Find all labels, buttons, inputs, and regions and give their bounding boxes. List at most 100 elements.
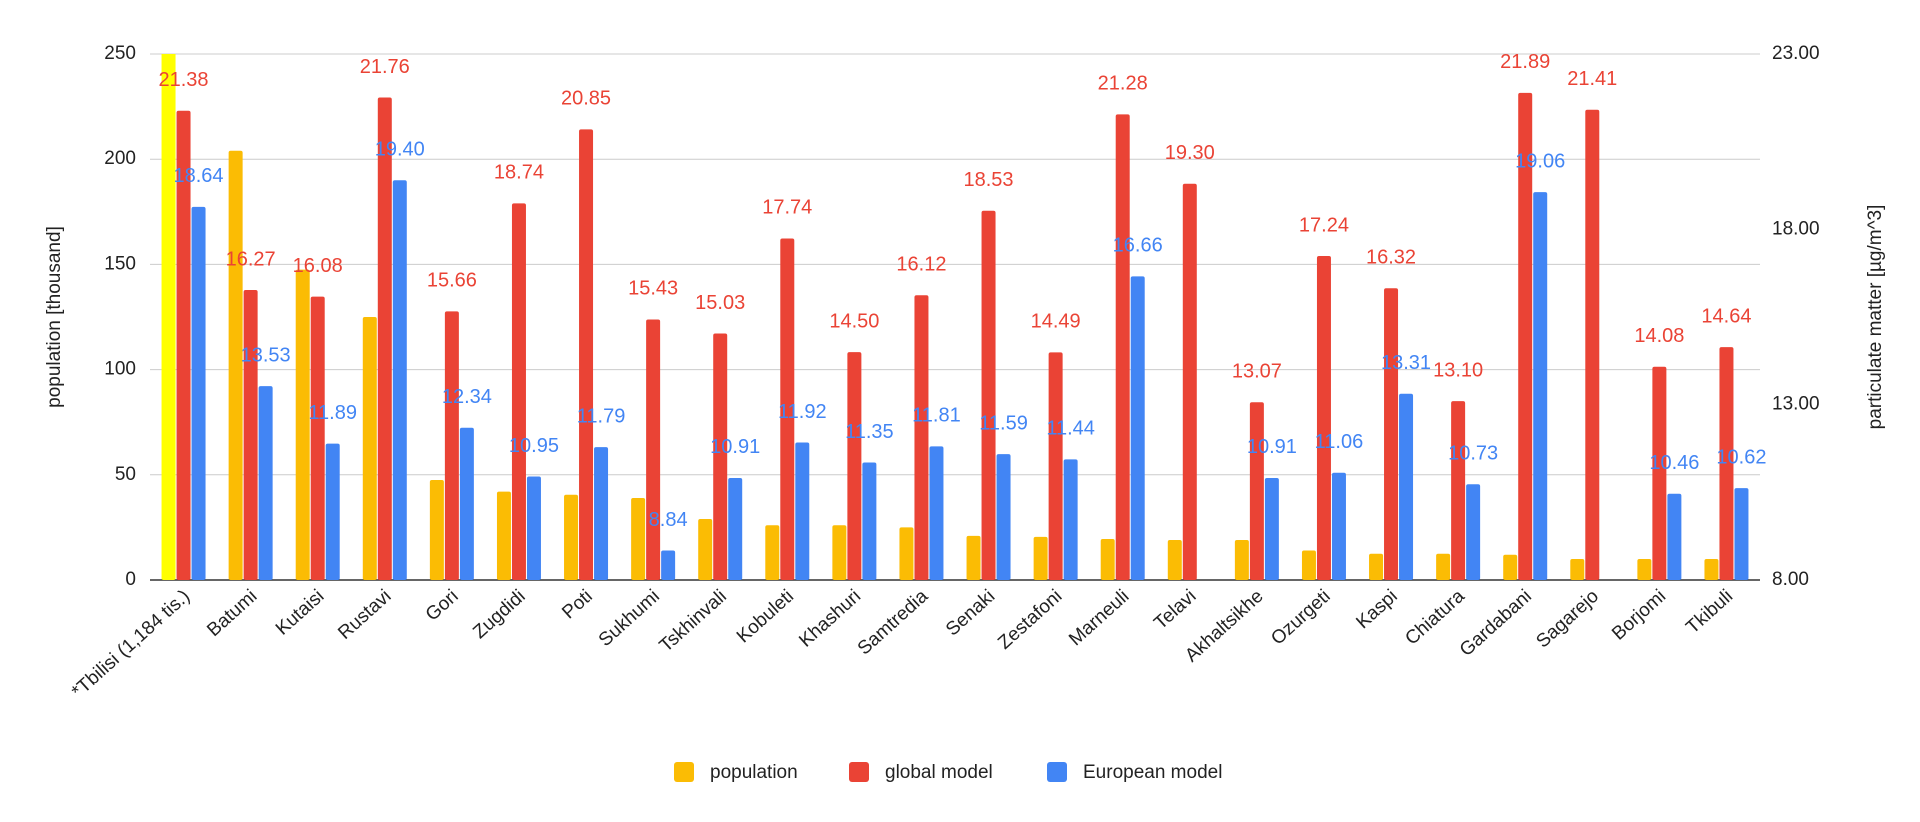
x-tick-label: Marneuli [1065,586,1133,650]
bar [392,180,407,580]
data-label: 15.43 [628,278,678,300]
data-label: 10.91 [710,436,760,458]
data-label: 13.53 [241,344,291,366]
x-tick-label: Rustavi [334,586,395,644]
data-label: 18.64 [174,165,224,187]
bar [1399,393,1414,580]
bar [1369,553,1384,580]
y-tick-label: 0 [125,569,136,590]
x-tick-label: Batumi [203,586,261,641]
bar [429,480,444,580]
bar [1331,472,1346,580]
data-label: 10.73 [1448,443,1498,465]
bar [713,333,728,580]
bar [1033,536,1048,580]
bar [1533,192,1548,580]
bar [1503,554,1518,580]
bar [899,527,914,580]
bar [780,238,795,580]
data-label: 10.46 [1649,452,1699,474]
data-label: 13.07 [1232,360,1282,382]
x-tick-label: Poti [558,586,596,624]
bar [832,525,847,580]
bar [966,535,981,580]
bar [1167,540,1182,580]
data-label: 16.66 [1113,235,1163,257]
data-label: 11.81 [912,405,961,427]
data-label: 17.24 [1299,214,1349,236]
bar [1652,366,1667,580]
data-label: 15.03 [695,292,745,314]
x-tick-label: Kutaisi [272,586,328,640]
bar [795,442,810,580]
bar [996,454,1011,580]
x-tick-label: Zestafoni [994,586,1066,654]
x-tick-label: Senaki [942,586,999,640]
x-tick-label: Gori [422,586,463,626]
x-tick-label: Gardabani [1456,586,1536,661]
data-label: 11.44 [1046,418,1095,440]
bar [444,311,459,580]
data-label: 8.84 [649,509,688,531]
x-tick-label: Kobuleti [733,586,798,648]
data-label: 11.59 [979,412,1028,434]
x-tick-label: Zugdidi [469,586,529,643]
bar [1436,553,1451,580]
x-tick-label: Samtredia [854,586,933,660]
legend-swatch [674,762,694,782]
bar [914,295,929,580]
data-label: 11.06 [1315,431,1364,453]
x-tick-label: Sagarejo [1532,586,1603,653]
legend-label: population [710,762,798,783]
x-tick-label: Kaspi [1352,586,1401,633]
bar [161,54,176,580]
bar [579,129,594,580]
bar [1719,347,1734,580]
bar [1130,276,1145,580]
y-tick-label: 50 [115,464,136,485]
bar [496,491,511,580]
bar [511,203,526,580]
bar [1182,183,1197,580]
bar [765,525,780,580]
x-tick-label: Ozurgeti [1267,586,1334,650]
plot-area [161,54,1749,580]
y-tick-label: 200 [104,148,136,169]
y2-tick-label: 23.00 [1772,43,1820,64]
bar [310,296,325,580]
data-label: 18.53 [964,169,1014,191]
x-tick-label: Sukhumi [595,586,664,651]
y-tick-label: 150 [104,253,136,274]
legend-label: European model [1083,762,1222,783]
y-axis-title: population [thousand] [44,226,65,408]
data-label: 11.92 [778,401,827,423]
data-label: 19.40 [375,139,425,161]
data-label: 20.85 [561,88,611,110]
bar [929,446,944,580]
data-label: 11.35 [845,421,894,443]
data-label: 11.79 [577,405,626,427]
data-label: 10.91 [1247,436,1297,458]
bar [1667,493,1682,580]
x-tick-label: Chiatura [1401,586,1469,650]
bar [1384,288,1399,580]
data-label: 18.74 [494,162,544,184]
legend-label: global model [885,762,993,783]
data-label: 21.28 [1098,73,1148,95]
y-tick-label: 250 [104,43,136,64]
data-label: 16.08 [293,255,343,277]
data-label: 16.12 [896,254,946,276]
bar [1734,488,1749,580]
bar [1570,558,1585,580]
bar [1585,109,1600,580]
data-label: 10.95 [509,435,559,457]
bar [325,443,340,580]
bar [594,447,609,580]
data-label: 19.06 [1515,150,1565,172]
bar [1637,558,1652,580]
bar [862,462,877,580]
bar [295,269,310,580]
y2-tick-label: 18.00 [1772,218,1820,239]
bar [1451,401,1466,580]
